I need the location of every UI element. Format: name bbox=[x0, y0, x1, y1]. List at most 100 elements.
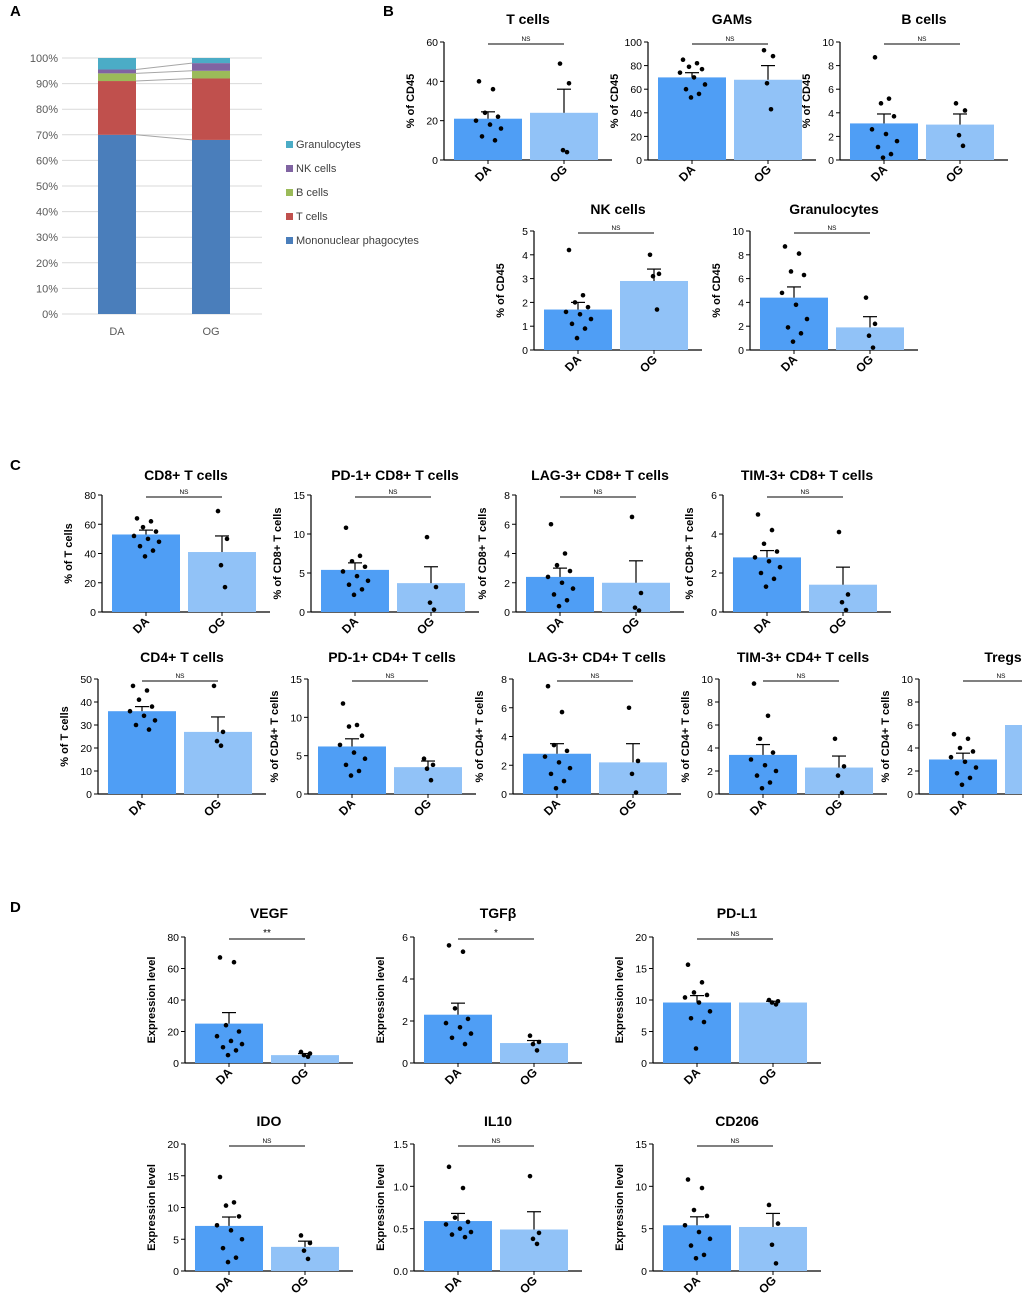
data-point bbox=[452, 1215, 458, 1220]
data-point bbox=[462, 1041, 468, 1047]
data-point bbox=[839, 790, 845, 796]
data-point bbox=[683, 86, 689, 92]
y-tick-label: 15 bbox=[290, 674, 302, 686]
chart-D2: TGFβ Expression level 0 2 4 6 DA OG * bbox=[375, 905, 582, 1088]
data-point bbox=[220, 1245, 226, 1251]
stack-segment bbox=[192, 70, 230, 79]
data-point bbox=[629, 771, 635, 777]
y-tick-label: 10 bbox=[290, 712, 302, 724]
y-tick-label: 15 bbox=[293, 490, 305, 502]
y-tick-label: 6 bbox=[907, 720, 913, 732]
data-point bbox=[585, 304, 591, 310]
data-point bbox=[427, 600, 433, 605]
bar bbox=[809, 584, 877, 612]
data-point bbox=[574, 335, 580, 341]
data-point bbox=[763, 584, 769, 589]
data-point bbox=[457, 1025, 463, 1030]
data-point bbox=[707, 1236, 713, 1242]
data-point bbox=[757, 736, 763, 742]
data-point bbox=[962, 759, 968, 765]
x-tick-label: OG bbox=[414, 614, 437, 637]
x-tick-label: DA bbox=[130, 614, 152, 636]
y-tick-label: 6 bbox=[402, 932, 408, 944]
data-point bbox=[433, 584, 439, 590]
y-tick-label: 4 bbox=[522, 250, 528, 262]
data-point bbox=[875, 144, 881, 150]
data-point bbox=[211, 683, 217, 689]
data-point bbox=[527, 1173, 533, 1179]
data-point bbox=[774, 549, 780, 554]
y-tick-label: 6 bbox=[501, 703, 507, 715]
data-point bbox=[880, 155, 886, 160]
y-axis-label: Expression level bbox=[375, 957, 387, 1044]
data-point bbox=[775, 1221, 781, 1226]
data-point bbox=[835, 773, 841, 778]
data-point bbox=[527, 1033, 533, 1038]
data-point bbox=[548, 771, 554, 777]
data-point bbox=[768, 106, 774, 112]
data-point bbox=[214, 1033, 220, 1039]
significance-label: NS bbox=[593, 489, 603, 496]
bar bbox=[739, 1002, 807, 1063]
significance-label: NS bbox=[521, 36, 531, 43]
y-tick-label: 30% bbox=[36, 232, 58, 244]
significance-label: NS bbox=[796, 673, 806, 680]
y-axis-label: Expression level bbox=[146, 957, 158, 1044]
data-point bbox=[357, 553, 363, 559]
data-point bbox=[751, 681, 757, 686]
y-tick-label: 1 bbox=[522, 321, 528, 333]
data-point bbox=[570, 586, 576, 591]
data-point bbox=[239, 1236, 245, 1242]
y-tick-label: 0 bbox=[432, 155, 438, 167]
data-point bbox=[785, 325, 791, 330]
data-point bbox=[130, 683, 136, 689]
data-point bbox=[301, 1248, 307, 1253]
y-axis-label: % of CD45 bbox=[495, 263, 507, 317]
x-tick-label: DA bbox=[676, 162, 698, 184]
y-axis-label: % of CD8+ T cells bbox=[477, 507, 489, 599]
data-point bbox=[960, 143, 966, 149]
y-tick-label: 0 bbox=[402, 1058, 408, 1070]
chart-D4: IDO Expression level 0 5 10 15 20 DA OG NS bbox=[146, 1113, 353, 1296]
bar bbox=[1005, 725, 1022, 794]
significance-label: NS bbox=[730, 1138, 740, 1145]
data-point bbox=[153, 529, 159, 534]
data-point bbox=[487, 122, 493, 127]
y-axis-label: % of CD45 bbox=[711, 263, 723, 317]
significance-label: NS bbox=[917, 36, 927, 43]
chart-title: TIM-3+ CD8+ T cells bbox=[741, 467, 873, 483]
y-tick-label: 20 bbox=[630, 131, 642, 143]
data-point bbox=[536, 1230, 542, 1236]
chart-title: IL10 bbox=[484, 1113, 512, 1129]
data-point bbox=[973, 765, 979, 770]
data-point bbox=[133, 722, 139, 728]
data-point bbox=[362, 756, 368, 762]
chart-title: LAG-3+ CD8+ T cells bbox=[531, 467, 669, 483]
data-point bbox=[231, 1200, 237, 1205]
x-tick-label: DA bbox=[868, 162, 890, 184]
y-tick-label: 30 bbox=[80, 720, 92, 732]
chart-title: PD-1+ CD8+ T cells bbox=[331, 467, 459, 483]
y-tick-label: 8 bbox=[907, 697, 913, 709]
data-point bbox=[359, 587, 365, 592]
stack-segment bbox=[98, 58, 136, 70]
y-tick-label: 80 bbox=[84, 490, 96, 502]
y-tick-label: 4 bbox=[707, 743, 713, 755]
bar bbox=[929, 759, 997, 794]
y-tick-label: 70% bbox=[36, 130, 58, 142]
data-point bbox=[761, 47, 767, 53]
data-point bbox=[888, 151, 894, 157]
bar bbox=[195, 1225, 263, 1271]
data-point bbox=[577, 312, 583, 317]
data-point bbox=[561, 778, 567, 784]
y-axis-label: % of CD45 bbox=[801, 74, 813, 128]
y-tick-label: 15 bbox=[167, 1171, 179, 1183]
data-point bbox=[424, 766, 430, 771]
data-point bbox=[766, 1202, 772, 1208]
data-point bbox=[225, 1052, 231, 1058]
y-tick-label: 80 bbox=[630, 61, 642, 73]
y-tick-label: 5 bbox=[299, 568, 305, 580]
data-point bbox=[770, 53, 776, 59]
data-point bbox=[894, 138, 900, 144]
